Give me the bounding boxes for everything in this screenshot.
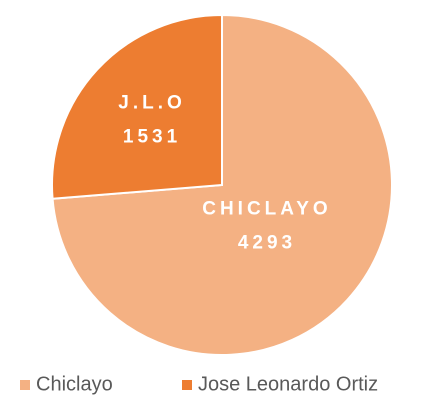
pie-slice: [51, 13, 223, 200]
legend-marker: [20, 380, 30, 390]
slice-name: CHICLAYO: [202, 199, 331, 220]
slice-value: 1531: [123, 126, 181, 147]
legend-label: Chiclayo: [36, 373, 113, 395]
legend-label: Jose Leonardo Ortiz: [198, 373, 378, 395]
slice-name: J.L.O: [118, 92, 186, 113]
legend-marker: [182, 380, 192, 390]
slice-value: 4293: [238, 233, 296, 254]
